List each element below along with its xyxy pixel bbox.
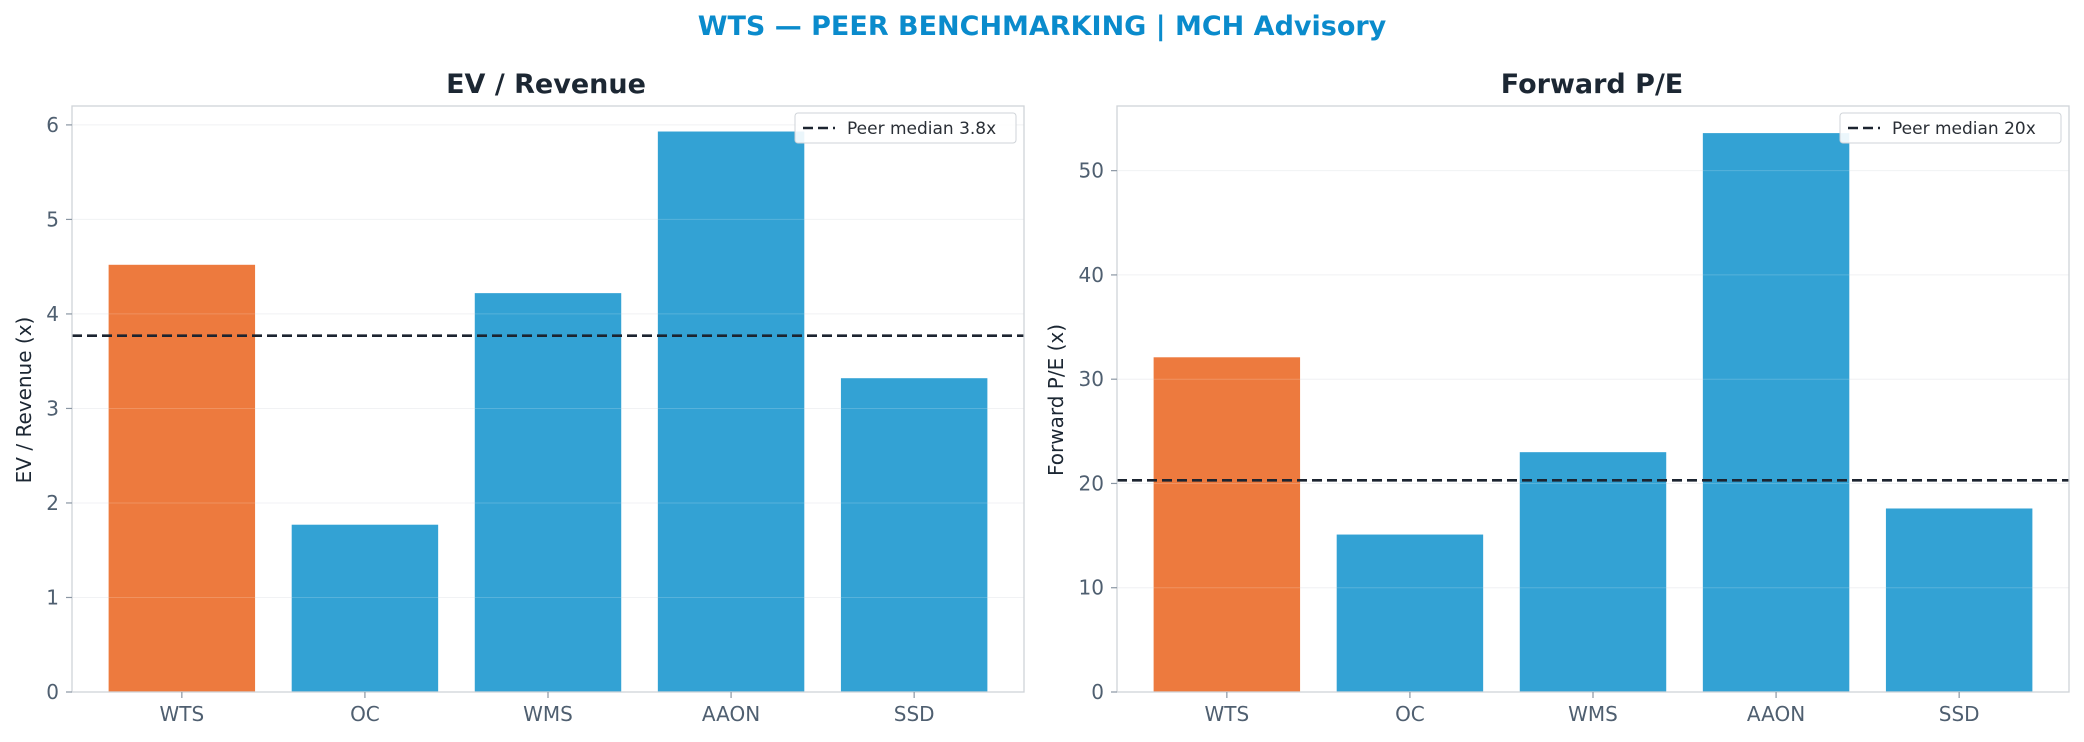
bar-aaon	[1702, 133, 1850, 692]
x-tick-label: SSD	[894, 702, 935, 726]
bar-oc	[1336, 534, 1484, 692]
x-tick-label: WMS	[523, 702, 573, 726]
y-tick-label: 4	[46, 302, 59, 326]
chart-body: 0 10 20 30 40 50 WTS OC WMS AAON SSD Peer median 20…	[1079, 105, 2070, 726]
legend: Peer median 20x	[1839, 112, 2062, 144]
x-tick-label: OC	[350, 702, 380, 726]
y-tick-label: 20	[1079, 471, 1104, 495]
bar-aaon	[657, 131, 805, 692]
y-tick-label: 5	[46, 207, 59, 231]
x-tick-label: WTS	[1205, 702, 1250, 726]
bar-wts	[1153, 357, 1301, 692]
bar-wms	[1519, 452, 1667, 692]
bar-wms	[474, 293, 622, 692]
y-tick-label: 40	[1079, 263, 1104, 287]
y-tick-label: 0	[1091, 680, 1104, 704]
y-tick-label: 3	[46, 396, 59, 420]
x-tick-label: WTS	[160, 702, 205, 726]
bar-wts	[108, 264, 256, 692]
y-tick-label: 30	[1079, 367, 1104, 391]
chart-forward-pe: Forward P/E Forward P/E (x) 0 10 20 30 40 50 W…	[1044, 69, 2070, 726]
y-tick-label: 10	[1079, 576, 1104, 600]
chart-body: 0 1 2 3 4 5 6 WTS OC WMS AAON SSD Peer median 3.8x	[46, 105, 1025, 726]
y-tick-label: 50	[1079, 159, 1104, 183]
figure-title: WTS — PEER BENCHMARKING | MCH Advisory	[698, 11, 1387, 42]
x-tick-label: AAON	[1747, 702, 1805, 726]
x-tick-label: OC	[1395, 702, 1425, 726]
y-tick-label: 1	[46, 585, 59, 609]
legend-box	[1839, 112, 2062, 144]
y-axis-label: Forward P/E (x)	[1044, 324, 1068, 476]
y-tick-label: 6	[46, 113, 59, 137]
chart-title: EV / Revenue	[446, 69, 646, 100]
x-tick-label: SSD	[1939, 702, 1980, 726]
x-tick-label: AAON	[702, 702, 760, 726]
bar-ssd	[1885, 508, 2033, 692]
x-tick-label: WMS	[1568, 702, 1618, 726]
legend: Peer median 3.8x	[794, 112, 1017, 144]
legend-box	[794, 112, 1017, 144]
y-tick-label: 2	[46, 491, 59, 515]
y-axis-label: EV / Revenue (x)	[12, 317, 36, 484]
y-tick-label: 0	[46, 680, 59, 704]
legend-label: Peer median 20x	[1892, 119, 2036, 139]
legend-label: Peer median 3.8x	[847, 119, 996, 139]
bar-ssd	[840, 378, 988, 692]
bar-oc	[291, 524, 439, 692]
chart-ev-revenue: EV / Revenue EV / Revenue (x) 0 1 2 3 4 5 6 WTS…	[12, 69, 1025, 726]
chart-title: Forward P/E	[1501, 69, 1684, 100]
